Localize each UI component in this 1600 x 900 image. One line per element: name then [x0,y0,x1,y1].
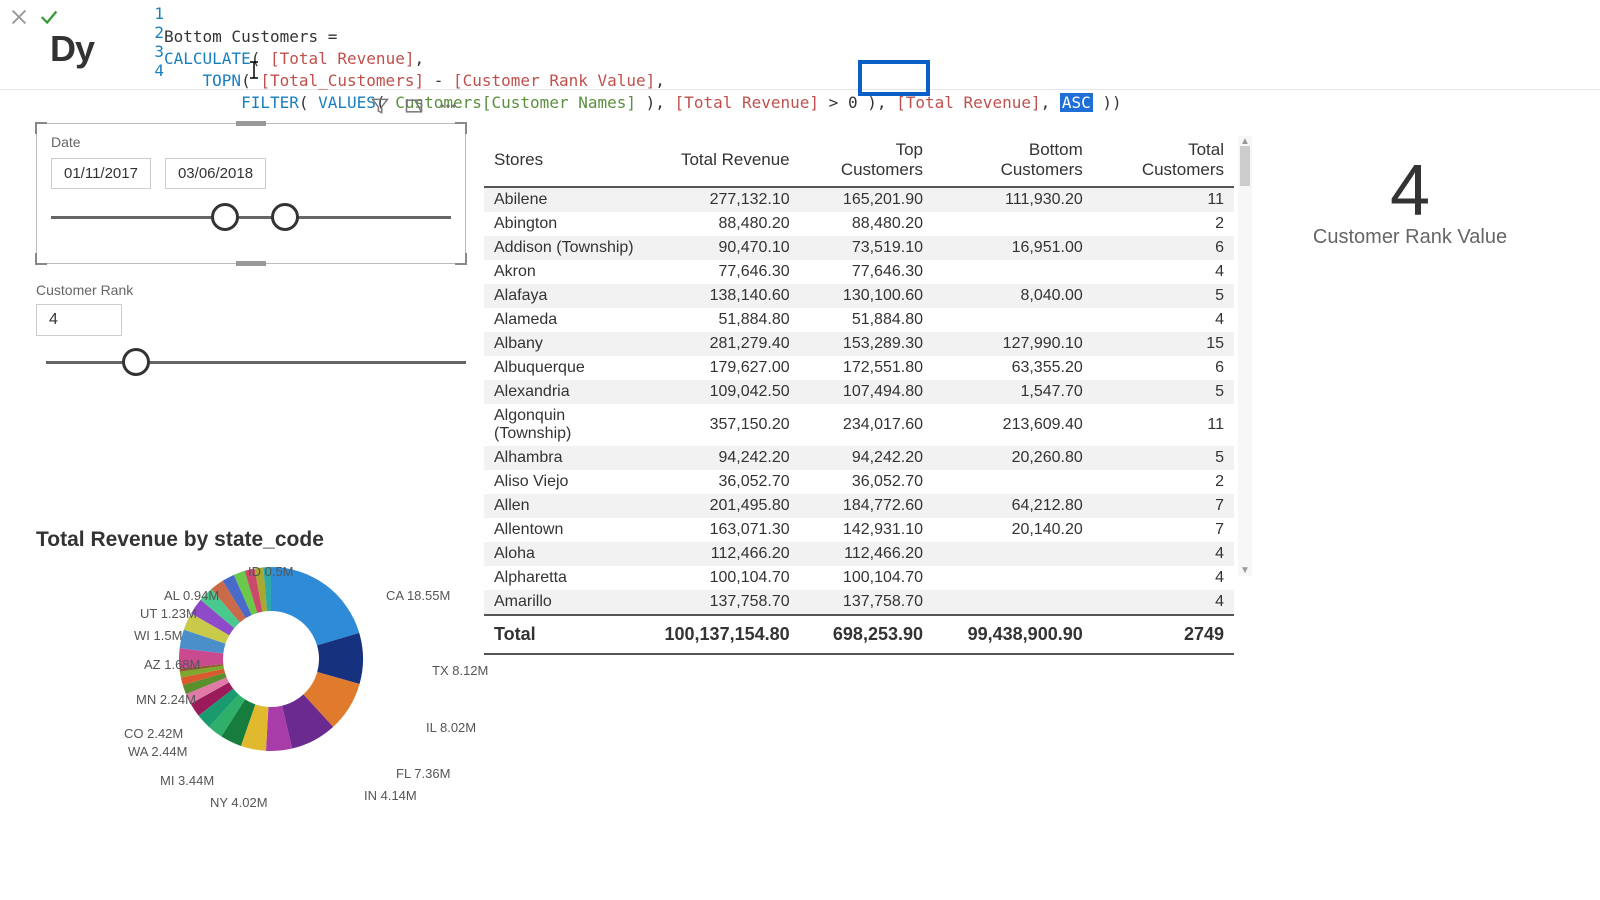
more-options-icon[interactable] [438,96,458,119]
table-row[interactable]: Albuquerque179,627.00172,551.8063,355.20… [484,356,1234,380]
donut-label: FL 7.36M [396,766,450,781]
card-value: 4 [1280,150,1540,232]
table-row[interactable]: Amarillo137,758.70137,758.704 [484,590,1234,615]
table-row[interactable]: Abilene277,132.10165,201.90111,930.2011 [484,187,1234,212]
rank-value-input[interactable]: 4 [36,304,122,336]
total-cell: 99,438,900.90 [933,615,1093,654]
donut-label: IL 8.02M [426,720,476,735]
total-cell: 698,253.90 [800,615,933,654]
scroll-thumb[interactable] [1240,146,1250,186]
formula-bar: Dy 1 2 3 4 Bottom Customers = CALCULATE(… [0,0,1600,90]
donut-label: AZ 1.68M [144,657,200,672]
table-row[interactable]: Algonquin (Township)357,150.20234,017.60… [484,404,1234,446]
donut-label: ID 0.5M [248,564,294,579]
focus-mode-icon[interactable] [404,96,424,119]
table-row[interactable]: Alpharetta100,104.70100,104.704 [484,566,1234,590]
customer-rank-card: 4 Customer Rank Value [1280,150,1540,249]
donut-label: WI 1.5M [134,628,182,643]
date-to-input[interactable]: 03/06/2018 [165,158,266,189]
total-cell: 2749 [1093,615,1234,654]
stores-table[interactable]: StoresTotal RevenueTop CustomersBottom C… [484,134,1234,655]
table-row[interactable]: Allen201,495.80184,772.6064,212.807 [484,494,1234,518]
donut-label: MN 2.24M [136,692,196,707]
column-header[interactable]: Bottom Customers [933,134,1093,187]
table-row[interactable]: Aliso Viejo36,052.7036,052.702 [484,470,1234,494]
donut-label: UT 1.23M [140,606,197,621]
date-from-input[interactable]: 01/11/2017 [51,158,151,189]
donut-label: CA 18.55M [386,588,450,603]
rank-slicer-title: Customer Rank [36,282,466,298]
filter-icon[interactable] [370,96,390,119]
watermark-text: Dy [50,28,94,70]
rank-slider[interactable] [46,348,466,378]
donut-label: TX 8.12M [432,663,488,678]
formula-cancel-icon[interactable] [8,6,30,31]
donut-label: NY 4.02M [210,795,268,810]
date-slicer[interactable]: Date 01/11/2017 03/06/2018 [36,123,466,264]
column-header[interactable]: Total Revenue [655,134,800,187]
donut-chart[interactable]: CA 18.55MTX 8.12MIL 8.02MFL 7.36MIN 4.14… [36,558,466,858]
line-numbers: 1 2 3 4 [142,0,164,80]
table-row[interactable]: Abington88,480.2088,480.202 [484,212,1234,236]
table-row[interactable]: Aloha112,466.20112,466.204 [484,542,1234,566]
donut-title: Total Revenue by state_code [36,528,466,552]
table-scrollbar[interactable]: ▲ ▼ [1238,136,1252,576]
customer-rank-slicer[interactable]: Customer Rank 4 [36,282,466,378]
table-row[interactable]: Alexandria109,042.50107,494.801,547.705 [484,380,1234,404]
column-header[interactable]: Total Customers [1093,134,1234,187]
date-slicer-title: Date [51,134,451,150]
donut-label: IN 4.14M [364,788,417,803]
date-range-slider[interactable] [51,203,451,233]
table-row[interactable]: Akron77,646.3077,646.304 [484,260,1234,284]
column-header[interactable]: Stores [484,134,655,187]
visual-header-icons [28,96,458,119]
donut-label: MI 3.44M [160,773,214,788]
table-row[interactable]: Alhambra94,242.2094,242.2020,260.805 [484,446,1234,470]
total-cell: Total [484,615,655,654]
donut-label: AL 0.94M [164,588,219,603]
table-row[interactable]: Allentown163,071.30142,931.1020,140.207 [484,518,1234,542]
table-row[interactable]: Alameda51,884.8051,884.804 [484,308,1234,332]
scroll-down-icon[interactable]: ▼ [1240,565,1250,576]
total-cell: 100,137,154.80 [655,615,800,654]
table-row[interactable]: Albany281,279.40153,289.30127,990.1015 [484,332,1234,356]
table-row[interactable]: Addison (Township)90,470.1073,519.1016,9… [484,236,1234,260]
donut-label: CO 2.42M [124,726,183,741]
column-header[interactable]: Top Customers [800,134,933,187]
table-row[interactable]: Alafaya138,140.60130,100.608,040.005 [484,284,1234,308]
donut-label: WA 2.44M [128,744,187,759]
card-label: Customer Rank Value [1280,226,1540,249]
